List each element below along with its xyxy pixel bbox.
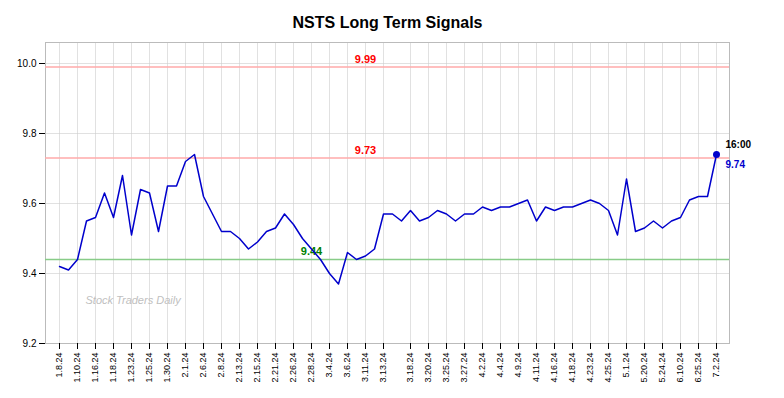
svg-text:9.4: 9.4 <box>23 268 37 279</box>
svg-text:2.8.24: 2.8.24 <box>216 353 226 378</box>
svg-text:10.0: 10.0 <box>17 58 37 69</box>
svg-text:4.4.24: 4.4.24 <box>495 353 505 378</box>
svg-text:1.23.24: 1.23.24 <box>126 353 136 383</box>
svg-text:3.18.24: 3.18.24 <box>405 353 415 383</box>
svg-text:1.18.24: 1.18.24 <box>108 353 118 383</box>
svg-text:2.21.24: 2.21.24 <box>270 353 280 383</box>
svg-text:6.10.24: 6.10.24 <box>675 353 685 383</box>
svg-text:2.28.24: 2.28.24 <box>306 353 316 383</box>
svg-text:2.15.24: 2.15.24 <box>252 353 262 383</box>
svg-text:1.10.24: 1.10.24 <box>72 353 82 383</box>
svg-text:2.26.24: 2.26.24 <box>288 353 298 383</box>
svg-text:9.44: 9.44 <box>301 245 323 257</box>
svg-text:3.13.24: 3.13.24 <box>378 353 388 383</box>
svg-text:1.16.24: 1.16.24 <box>90 353 100 383</box>
svg-text:3.4.24: 3.4.24 <box>324 353 334 378</box>
svg-text:3.25.24: 3.25.24 <box>441 353 451 383</box>
svg-text:2.13.24: 2.13.24 <box>234 353 244 383</box>
svg-text:3.27.24: 3.27.24 <box>459 353 469 383</box>
svg-text:9.73: 9.73 <box>355 144 376 156</box>
svg-text:3.11.24: 3.11.24 <box>360 353 370 382</box>
svg-text:9.6: 9.6 <box>23 198 37 209</box>
svg-text:4.16.24: 4.16.24 <box>549 353 559 383</box>
svg-text:Stock Traders Daily: Stock Traders Daily <box>86 294 183 306</box>
svg-text:9.8: 9.8 <box>23 128 37 139</box>
svg-text:NSTS Long Term Signals: NSTS Long Term Signals <box>293 14 483 31</box>
svg-text:6.25.24: 6.25.24 <box>693 353 703 383</box>
svg-text:4.25.24: 4.25.24 <box>603 353 613 383</box>
svg-text:1.30.24: 1.30.24 <box>162 353 172 383</box>
svg-text:4.23.24: 4.23.24 <box>585 353 595 383</box>
svg-text:4.11.24: 4.11.24 <box>531 353 541 382</box>
svg-text:4.9.24: 4.9.24 <box>513 353 523 378</box>
svg-text:5.24.24: 5.24.24 <box>657 353 667 383</box>
svg-text:1.25.24: 1.25.24 <box>144 353 154 383</box>
svg-text:9.2: 9.2 <box>23 338 37 349</box>
svg-text:5.1.24: 5.1.24 <box>621 353 631 378</box>
svg-text:9.99: 9.99 <box>355 53 376 65</box>
svg-text:3.6.24: 3.6.24 <box>342 353 352 378</box>
svg-text:2.1.24: 2.1.24 <box>180 353 190 378</box>
svg-text:1.8.24: 1.8.24 <box>54 353 64 378</box>
svg-text:3.20.24: 3.20.24 <box>423 353 433 383</box>
svg-text:5.20.24: 5.20.24 <box>639 353 649 383</box>
svg-text:9.74: 9.74 <box>726 159 746 170</box>
svg-text:2.6.24: 2.6.24 <box>198 353 208 378</box>
svg-text:4.18.24: 4.18.24 <box>567 353 577 383</box>
svg-text:4.2.24: 4.2.24 <box>477 353 487 378</box>
svg-text:7.2.24: 7.2.24 <box>711 353 721 378</box>
svg-text:16:00: 16:00 <box>726 139 752 150</box>
